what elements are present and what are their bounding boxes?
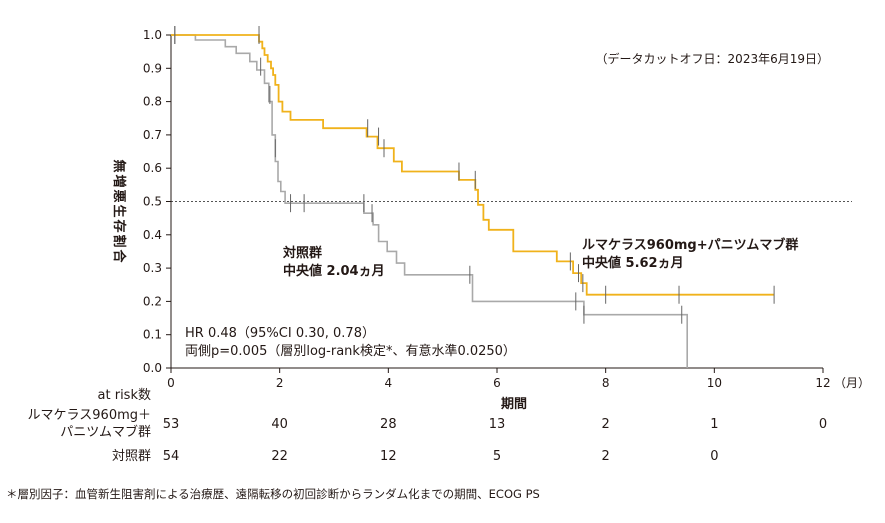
y-tick-label: 0.2 <box>143 294 162 308</box>
footnote: ＊層別因子：血管新生阻害剤による治療歴、遠隔転移の初回診断からランダム化までの期… <box>6 487 540 501</box>
survival-curves <box>171 26 775 368</box>
x-tick-label: 0 <box>167 376 175 390</box>
x-axis-unit: （月） <box>834 376 870 390</box>
control-group-label: 対照群 <box>282 245 322 261</box>
at-risk-value: 0 <box>710 449 718 464</box>
hazard-ratio-text: HR 0.48（95%CI 0.30, 0.78） <box>185 326 375 341</box>
treatment-group-label: ルマケラス960mg+パニツムマブ群 <box>582 237 798 253</box>
at-risk-value: 0 <box>819 417 827 432</box>
x-axis-label: 期間 <box>501 397 527 412</box>
x-tick-label: 2 <box>276 376 284 390</box>
y-tick-label: 0.6 <box>143 161 162 175</box>
y-tick-label: 0.9 <box>143 61 162 75</box>
at-risk-header: at risk数 <box>98 388 151 403</box>
at-risk-value: 1 <box>710 417 718 432</box>
y-tick-label: 0.7 <box>143 128 162 142</box>
y-tick-label: 0.8 <box>143 95 162 109</box>
at-risk-row-label-treatment-2: パニツムマブ群 <box>60 424 151 440</box>
at-risk-value: 53 <box>163 417 180 432</box>
at-risk-table: at risk数 ルマケラス960mg＋ パニツムマブ群 対照群 53 40 28 1… <box>28 388 828 464</box>
control-survival-curve <box>171 34 689 368</box>
control-median-label: 中央値 2.04ヵ月 <box>283 263 385 279</box>
data-cutoff-note: （データカットオフ日：2023年6月19日） <box>596 51 829 66</box>
p-value-text: 両側p=0.005（層別log-rank検定*、有意水準0.0250） <box>185 343 516 359</box>
at-risk-value: 13 <box>489 417 506 432</box>
at-risk-value: 54 <box>163 449 180 464</box>
y-ticks: 0.0 0.1 0.2 0.3 0.4 0.5 0.6 0.7 0.8 0.9 1.0 <box>143 28 171 375</box>
at-risk-value: 22 <box>271 449 288 464</box>
y-tick-label: 0.5 <box>143 195 162 209</box>
x-tick-label: 6 <box>493 376 501 390</box>
at-risk-row-label-control: 対照群 <box>112 449 151 464</box>
at-risk-value: 2 <box>602 417 610 432</box>
at-risk-value: 40 <box>271 417 288 432</box>
x-tick-label: 12 <box>815 376 830 390</box>
x-tick-label: 4 <box>385 376 393 390</box>
at-risk-values: 53 40 28 13 2 1 0 54 22 12 5 2 0 <box>163 417 827 464</box>
y-axis-label: 無増悪生存割合 <box>111 159 127 264</box>
treatment-median-label: 中央値 5.62ヵ月 <box>582 255 684 271</box>
x-tick-label: 10 <box>707 376 722 390</box>
y-tick-label: 1.0 <box>143 28 162 42</box>
x-ticks: 0 2 4 6 8 10 12 <box>167 368 831 390</box>
y-tick-label: 0.1 <box>143 328 162 342</box>
at-risk-value: 12 <box>380 449 397 464</box>
at-risk-value: 2 <box>602 449 610 464</box>
x-tick-label: 8 <box>602 376 610 390</box>
at-risk-value: 5 <box>493 449 501 464</box>
y-tick-label: 0.3 <box>143 261 162 275</box>
treatment-survival-curve <box>171 34 775 296</box>
y-tick-label: 0.4 <box>143 228 162 242</box>
at-risk-row-label-treatment-1: ルマケラス960mg＋ <box>28 408 151 423</box>
at-risk-value: 28 <box>380 417 397 432</box>
y-tick-label: 0.0 <box>143 361 162 375</box>
